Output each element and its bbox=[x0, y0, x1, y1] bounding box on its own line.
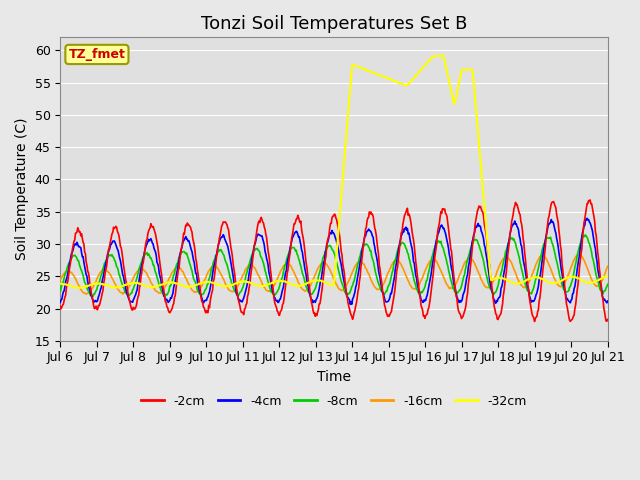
Y-axis label: Soil Temperature (C): Soil Temperature (C) bbox=[15, 118, 29, 260]
Legend: -2cm, -4cm, -8cm, -16cm, -32cm: -2cm, -4cm, -8cm, -16cm, -32cm bbox=[136, 390, 532, 412]
Text: TZ_fmet: TZ_fmet bbox=[68, 48, 125, 61]
Title: Tonzi Soil Temperatures Set B: Tonzi Soil Temperatures Set B bbox=[201, 15, 467, 33]
X-axis label: Time: Time bbox=[317, 370, 351, 384]
